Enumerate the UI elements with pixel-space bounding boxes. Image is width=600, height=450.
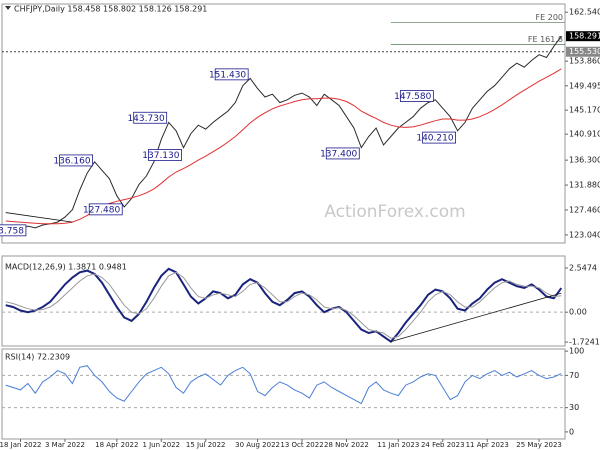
annotation-label: 137.400 (320, 149, 357, 159)
series-line (5, 68, 562, 225)
fib-label: FE 200 (536, 13, 563, 22)
y-tick-label: 145.170 (569, 106, 600, 115)
annotation-label: 127.480 (83, 205, 120, 215)
annotation-box (399, 90, 434, 102)
y-tick-label: -1.7241 (569, 338, 600, 347)
annotation-box (422, 131, 456, 144)
annotation-label: 136.160 (53, 156, 90, 166)
y-tick-label: 2.5474 (569, 264, 597, 273)
y-tick-label: 123.040 (569, 230, 600, 239)
annotation-label: 137.130 (142, 151, 179, 161)
annotation-label: 123.758 (0, 226, 24, 236)
price-tag (566, 46, 600, 57)
annotation-box (59, 154, 93, 167)
series-line (5, 365, 562, 405)
y-tick-label: 70 (569, 371, 579, 380)
y-tick-label: 162.540 (569, 8, 600, 17)
rsi-title: RSI(14) 72.2309 (5, 353, 70, 362)
y-tick-label: 153.860 (569, 57, 600, 66)
y-tick-label: 100 (569, 347, 584, 356)
y-tick-label: 30 (569, 403, 579, 412)
annotation-label: 151.430 (209, 70, 246, 80)
price-tag-label: 158.291 (569, 32, 600, 41)
y-tick-label: 136.300 (569, 156, 600, 165)
y-tick-label: 131.880 (569, 181, 600, 190)
series-line (5, 35, 562, 231)
trendline (5, 212, 73, 223)
annotation-label: 140.210 (416, 134, 453, 144)
x-tick-label: 24 Feb 2023 (421, 441, 465, 449)
macd-title: MACD(12,26,9) 1.3871 0.9481 (5, 263, 127, 272)
x-tick-label: 30 Aug 2022 (235, 441, 280, 449)
price-tag-label: 155.530 (569, 47, 600, 56)
x-tick-label: 3 Mar 2022 (45, 441, 85, 449)
trendline (390, 292, 562, 343)
x-tick-label: 18 Jan 2022 (0, 441, 42, 449)
menu-icon (5, 6, 11, 10)
x-tick-label: 11 Jan 2023 (377, 441, 419, 449)
y-tick-label: 0 (569, 427, 574, 436)
x-tick-label: 28 Nov 2022 (324, 441, 369, 449)
series-line (5, 271, 562, 339)
annotation-box (88, 203, 123, 216)
annotation-label: 143.730 (127, 114, 164, 124)
fib-label: FE 161.8 (528, 35, 563, 44)
price-panel (1, 3, 566, 244)
watermark: ActionForex.com (324, 202, 465, 222)
annotation-box (325, 147, 360, 160)
y-tick-label: 149.495 (569, 81, 600, 90)
price-tag (566, 31, 600, 42)
x-tick-label: 1 Jun 2022 (142, 441, 180, 449)
y-tick-label: 140.910 (569, 130, 600, 139)
macd-panel (1, 255, 566, 347)
chart-title: CHFJPY,Daily 158.458 158.802 158.126 158… (14, 5, 207, 14)
y-tick-label: 0.00 (569, 308, 587, 317)
y-tick-label: 127.460 (569, 205, 600, 214)
x-tick-label: 25 May 2023 (516, 441, 562, 449)
annotation-box (133, 111, 168, 124)
x-tick-label: 15 Jul 2022 (186, 441, 226, 449)
x-tick-label: 13 Oct 2022 (280, 441, 323, 449)
rsi-panel (1, 348, 566, 440)
annotation-box (214, 68, 249, 81)
x-tick-label: 11 Apr 2023 (466, 441, 509, 449)
annotation-box (0, 224, 27, 237)
x-tick-label: 18 Apr 2022 (95, 441, 138, 449)
annotation-box (148, 149, 182, 161)
series-line (5, 267, 563, 344)
annotation-label: 147.580 (394, 92, 431, 102)
